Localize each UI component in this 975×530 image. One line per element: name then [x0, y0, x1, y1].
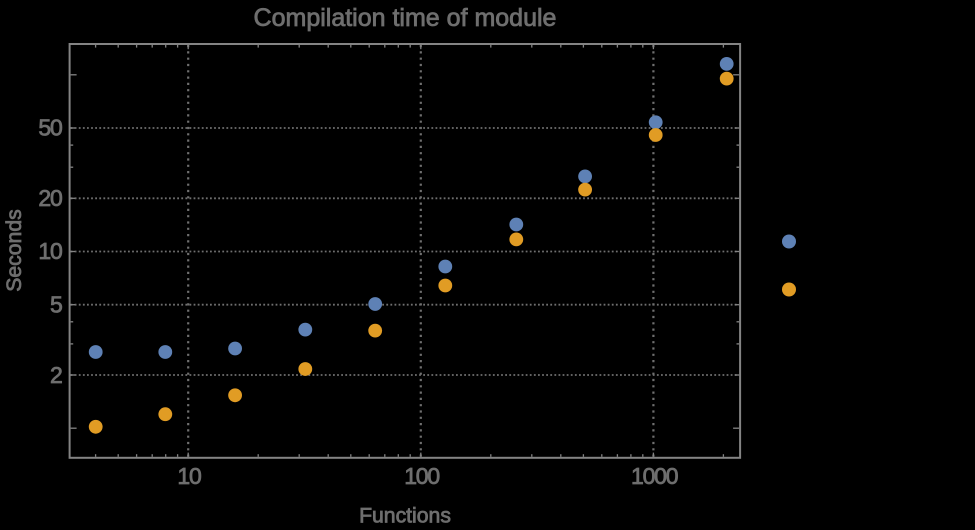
svg-text:100: 100 — [404, 463, 439, 489]
svg-text:10: 10 — [177, 463, 201, 489]
svg-text:50: 50 — [38, 115, 62, 141]
svg-text:5: 5 — [50, 291, 62, 317]
svg-text:1000: 1000 — [631, 463, 678, 489]
svg-text:20: 20 — [38, 185, 62, 211]
svg-text:Functions: Functions — [359, 505, 451, 526]
svg-text:2: 2 — [50, 362, 62, 388]
svg-text:Compilation time of module: Compilation time of module — [254, 4, 557, 32]
svg-text:Seconds: Seconds — [3, 209, 26, 291]
svg-text:10: 10 — [38, 238, 62, 264]
